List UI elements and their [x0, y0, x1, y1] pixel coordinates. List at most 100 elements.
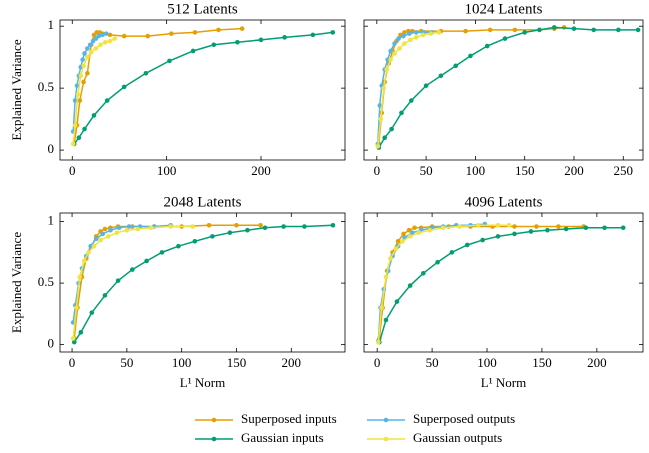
point [104, 98, 110, 103]
point [258, 223, 263, 228]
point [135, 226, 141, 232]
point [211, 42, 217, 48]
point [258, 37, 264, 43]
point [88, 49, 94, 55]
point [392, 51, 397, 56]
series-line [378, 225, 584, 339]
point [423, 83, 429, 88]
point [105, 234, 111, 239]
point [282, 35, 287, 40]
point [78, 73, 84, 79]
point [382, 135, 388, 140]
series-line [72, 225, 193, 339]
point [77, 98, 83, 103]
point [159, 250, 165, 255]
point [96, 33, 101, 39]
point [93, 236, 99, 242]
point [407, 31, 412, 36]
point [571, 26, 577, 31]
point [167, 58, 172, 64]
point [75, 92, 81, 97]
point [210, 234, 215, 239]
point [534, 224, 539, 229]
point [235, 40, 240, 45]
point [77, 274, 83, 280]
point [330, 223, 336, 228]
point [487, 27, 493, 33]
point [82, 126, 87, 132]
point [107, 32, 113, 38]
point [169, 31, 174, 36]
point [416, 230, 422, 235]
point [234, 223, 239, 228]
x-tick-label: 100 [172, 355, 192, 370]
point [89, 310, 95, 315]
point [401, 33, 406, 39]
point [130, 267, 135, 272]
x-tick-label: 100 [157, 163, 177, 178]
point [506, 223, 512, 228]
y-axis-label: Explained Variance [9, 232, 24, 333]
point [378, 116, 384, 122]
point [512, 224, 517, 229]
point [428, 31, 434, 36]
point [435, 259, 440, 265]
point [86, 250, 91, 255]
point [616, 27, 621, 33]
point [216, 27, 221, 33]
point [556, 224, 561, 229]
point [102, 40, 108, 45]
point [239, 26, 245, 31]
point [410, 230, 415, 235]
x-tick-label: 150 [532, 355, 552, 370]
point [74, 83, 80, 88]
point [438, 73, 444, 79]
x-tick-label: 100 [466, 163, 486, 178]
x-tick-label: 200 [251, 163, 271, 178]
series-line [377, 223, 485, 341]
point [148, 225, 154, 231]
point [103, 31, 109, 36]
point [484, 43, 490, 49]
point [413, 35, 419, 40]
point [143, 70, 149, 76]
x-tick-label: 200 [587, 355, 607, 370]
point [377, 103, 383, 108]
point [420, 32, 426, 38]
point [168, 224, 174, 229]
chart-title: 2048 Latents [164, 194, 242, 210]
point [440, 225, 446, 231]
point [522, 30, 527, 35]
point [80, 57, 85, 62]
point [93, 46, 99, 51]
point [449, 250, 455, 255]
point [388, 256, 393, 261]
point [85, 54, 90, 60]
point [108, 227, 113, 233]
point [407, 283, 413, 288]
point [71, 339, 77, 345]
y-tick-label: 0.5 [38, 274, 54, 289]
point [495, 234, 501, 239]
series-line [72, 224, 171, 323]
series-line [73, 224, 333, 343]
point [281, 224, 286, 229]
point [400, 238, 405, 244]
point [401, 231, 406, 237]
point [563, 226, 569, 232]
point [91, 243, 97, 249]
point [402, 30, 407, 35]
y-tick-label: 1 [48, 213, 55, 228]
point [409, 98, 414, 103]
point [475, 223, 481, 228]
point [551, 25, 557, 30]
point [81, 258, 87, 264]
point [121, 84, 127, 90]
point [91, 113, 97, 118]
point [393, 246, 399, 251]
point [87, 42, 93, 48]
point [176, 243, 181, 249]
point [98, 42, 103, 48]
x-tick-label: 100 [477, 355, 497, 370]
